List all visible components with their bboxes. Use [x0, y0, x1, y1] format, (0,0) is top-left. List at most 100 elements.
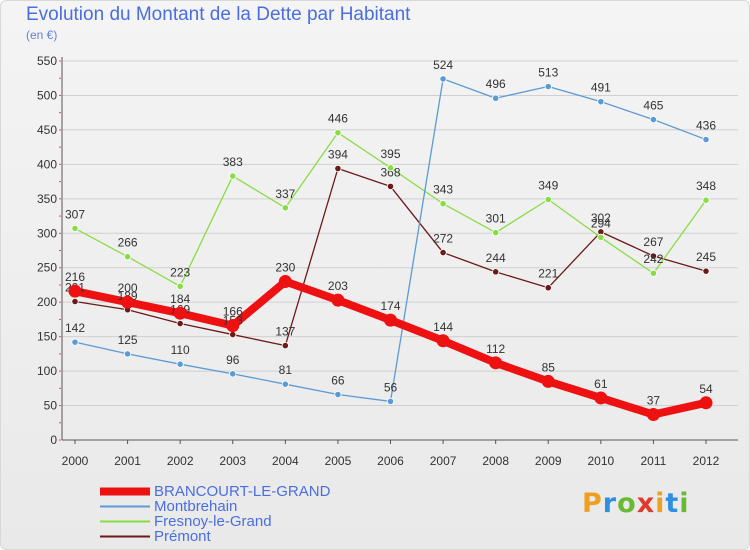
- legend-swatch: [100, 535, 150, 538]
- data-label: 56: [384, 380, 398, 394]
- data-label: 137: [275, 325, 295, 339]
- data-label: 174: [380, 299, 400, 313]
- y-tick-label: 500: [37, 88, 57, 102]
- data-label: 436: [696, 119, 716, 133]
- data-point: [334, 129, 342, 137]
- data-point: [489, 356, 503, 370]
- y-tick-label: 300: [37, 226, 57, 240]
- data-label: 267: [643, 235, 663, 249]
- data-label: 81: [279, 363, 293, 377]
- data-label: 200: [118, 281, 138, 295]
- data-label: 446: [328, 112, 348, 126]
- data-point: [646, 408, 660, 422]
- data-point: [334, 164, 342, 173]
- data-label: 395: [380, 147, 400, 161]
- data-label: 242: [643, 252, 663, 266]
- data-point: [436, 334, 450, 348]
- data-label: 266: [118, 236, 138, 250]
- data-label: 294: [591, 216, 611, 230]
- y-tick-label: 150: [37, 330, 57, 344]
- chart-subtitle: (en €): [26, 28, 58, 42]
- x-tick-label: 2001: [114, 454, 141, 468]
- x-tick-label: 2000: [62, 454, 89, 468]
- legend-label: Montbrehain: [154, 498, 238, 515]
- data-label: 394: [328, 147, 348, 161]
- data-point: [594, 391, 608, 405]
- data-point: [492, 228, 500, 237]
- data-point: [281, 380, 289, 388]
- x-tick-label: 2002: [167, 454, 194, 468]
- data-point: [544, 284, 552, 292]
- x-tick-label: 2009: [535, 454, 562, 468]
- x-tick-label: 2004: [272, 454, 299, 468]
- y-tick-label: 450: [37, 123, 57, 137]
- data-label: 96: [226, 353, 240, 367]
- data-point: [702, 196, 710, 204]
- legend-item: Prémont: [98, 529, 330, 544]
- x-tick-label: 2008: [482, 454, 509, 468]
- data-label: 203: [328, 279, 348, 293]
- data-point: [176, 360, 184, 368]
- data-point: [68, 284, 82, 298]
- data-point: [331, 293, 345, 307]
- data-label: 144: [433, 320, 453, 334]
- legend-item: BRANCOURT-LE-GRAND: [98, 484, 330, 499]
- data-point: [226, 319, 240, 333]
- data-point: [544, 195, 552, 204]
- data-label: 465: [643, 99, 663, 113]
- data-label: 491: [591, 81, 611, 95]
- legend-item: Fresnoy-le-Grand: [98, 514, 330, 529]
- data-label: 524: [433, 58, 453, 72]
- x-tick-label: 2007: [430, 454, 457, 468]
- data-point: [173, 306, 187, 320]
- data-label: 343: [433, 183, 453, 197]
- legend-swatch: [100, 520, 150, 523]
- data-label: 383: [223, 155, 243, 169]
- data-point: [597, 233, 605, 242]
- legend-label: Fresnoy-le-Grand: [154, 513, 272, 530]
- y-tick-label: 400: [37, 157, 57, 171]
- data-label: 349: [538, 179, 558, 193]
- data-point: [386, 164, 395, 172]
- data-point: [71, 224, 79, 233]
- data-point: [121, 295, 135, 309]
- data-point: [281, 204, 289, 212]
- data-point: [71, 338, 79, 346]
- data-point: [123, 350, 132, 358]
- x-tick-label: 2006: [377, 454, 404, 468]
- data-label: 125: [118, 333, 138, 347]
- data-point: [439, 75, 447, 83]
- data-point: [699, 396, 713, 410]
- data-point: [597, 98, 605, 106]
- y-tick-label: 50: [44, 399, 58, 413]
- data-point: [541, 374, 555, 388]
- data-point: [281, 341, 289, 350]
- data-label: 223: [170, 265, 190, 279]
- data-point: [176, 282, 184, 290]
- y-tick-label: 0: [50, 433, 57, 447]
- y-tick-label: 250: [37, 261, 57, 275]
- data-point: [649, 252, 658, 260]
- data-point: [123, 253, 132, 261]
- legend-label: BRANCOURT-LE-GRAND: [154, 483, 331, 500]
- y-tick-label: 100: [37, 364, 57, 378]
- data-point: [492, 268, 500, 276]
- y-tick-label: 350: [37, 192, 57, 206]
- data-label: 348: [696, 179, 716, 193]
- data-label: 513: [538, 65, 558, 79]
- data-label: 221: [538, 267, 558, 281]
- data-point: [702, 267, 710, 275]
- data-point: [334, 390, 342, 399]
- data-point: [71, 297, 79, 306]
- data-label: 142: [65, 321, 85, 335]
- data-label: 66: [331, 374, 345, 388]
- data-point: [386, 397, 395, 406]
- x-tick-label: 2010: [587, 454, 614, 468]
- data-label: 337: [275, 187, 295, 201]
- data-point: [176, 319, 184, 328]
- proxiti-logo: Proxiti: [582, 488, 690, 519]
- data-label: 61: [594, 377, 608, 391]
- data-label: 230: [275, 261, 295, 275]
- data-label: 184: [170, 292, 190, 306]
